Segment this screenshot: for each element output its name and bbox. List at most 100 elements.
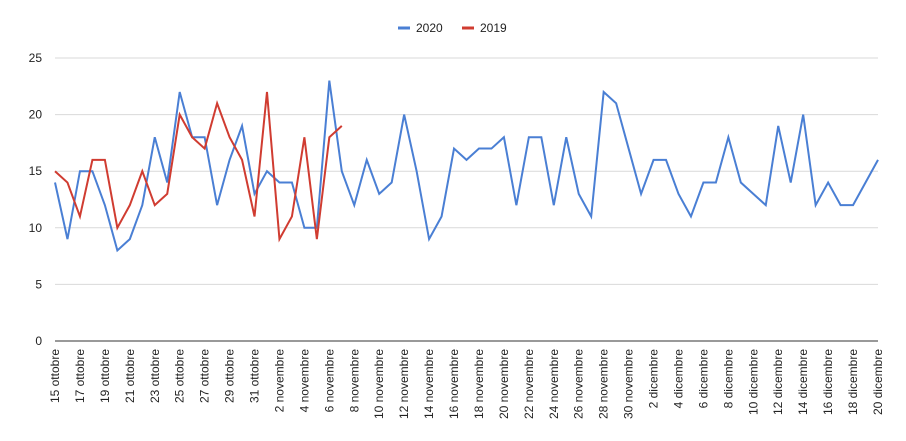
data-point[interactable] (577, 192, 581, 196)
data-point[interactable] (801, 113, 805, 117)
data-point[interactable] (78, 169, 82, 173)
data-point[interactable] (290, 181, 294, 185)
data-point[interactable] (215, 203, 219, 207)
data-point[interactable] (776, 124, 780, 128)
data-point[interactable] (315, 237, 319, 241)
data-point[interactable] (377, 192, 381, 196)
data-point[interactable] (602, 90, 606, 94)
data-point[interactable] (864, 181, 868, 185)
data-point[interactable] (751, 192, 755, 196)
data-point[interactable] (253, 214, 257, 218)
y-tick-label: 25 (29, 51, 43, 65)
data-point[interactable] (502, 135, 506, 139)
data-point[interactable] (290, 214, 294, 218)
data-point[interactable] (627, 147, 631, 151)
data-point[interactable] (664, 158, 668, 162)
data-point[interactable] (327, 79, 331, 83)
data-point[interactable] (228, 158, 232, 162)
data-point[interactable] (178, 113, 182, 117)
data-point[interactable] (876, 158, 880, 162)
data-point[interactable] (689, 214, 693, 218)
data-point[interactable] (302, 226, 306, 230)
x-axis: 15 ottobre 17 ottobre 19 ottobre 21 ottobre… (48, 349, 885, 419)
data-point[interactable] (128, 203, 132, 207)
data-point[interactable] (539, 135, 543, 139)
x-tick-label: 25 ottobre (173, 349, 187, 403)
data-point[interactable] (65, 237, 69, 241)
data-point[interactable] (115, 248, 119, 252)
data-point[interactable] (589, 214, 593, 218)
data-point[interactable] (676, 192, 680, 196)
data-point[interactable] (90, 158, 94, 162)
data-point[interactable] (302, 135, 306, 139)
x-tick-label: 19 ottobre (98, 349, 112, 403)
data-point[interactable] (564, 135, 568, 139)
data-point[interactable] (103, 203, 107, 207)
data-point[interactable] (178, 90, 182, 94)
data-point[interactable] (390, 181, 394, 185)
x-tick-label: 8 novembre (347, 349, 361, 413)
data-point[interactable] (327, 135, 331, 139)
data-point[interactable] (465, 158, 469, 162)
data-point[interactable] (477, 147, 481, 151)
data-point[interactable] (814, 203, 818, 207)
data-point[interactable] (701, 181, 705, 185)
data-point[interactable] (128, 237, 132, 241)
data-point[interactable] (265, 90, 269, 94)
data-point[interactable] (140, 203, 144, 207)
data-point[interactable] (714, 181, 718, 185)
data-point[interactable] (427, 237, 431, 241)
data-point[interactable] (78, 214, 82, 218)
data-point[interactable] (639, 192, 643, 196)
data-point[interactable] (203, 135, 207, 139)
data-point[interactable] (527, 135, 531, 139)
data-point[interactable] (614, 101, 618, 105)
data-point[interactable] (190, 135, 194, 139)
legend-label: 2019 (480, 21, 507, 35)
data-point[interactable] (340, 124, 344, 128)
data-point[interactable] (415, 169, 419, 173)
data-point[interactable] (53, 181, 57, 185)
data-point[interactable] (365, 158, 369, 162)
data-point[interactable] (402, 113, 406, 117)
data-point[interactable] (489, 147, 493, 151)
data-point[interactable] (352, 203, 356, 207)
series-2020 (53, 79, 880, 253)
data-point[interactable] (652, 158, 656, 162)
data-point[interactable] (764, 203, 768, 207)
data-point[interactable] (739, 181, 743, 185)
data-point[interactable] (103, 158, 107, 162)
data-point[interactable] (153, 135, 157, 139)
data-point[interactable] (851, 203, 855, 207)
data-point[interactable] (215, 101, 219, 105)
data-point[interactable] (789, 181, 793, 185)
data-point[interactable] (153, 203, 157, 207)
data-point[interactable] (440, 214, 444, 218)
data-point[interactable] (140, 169, 144, 173)
data-point[interactable] (552, 203, 556, 207)
legend-item[interactable]: 2020 (398, 21, 443, 35)
data-point[interactable] (228, 135, 232, 139)
data-point[interactable] (340, 169, 344, 173)
data-point[interactable] (240, 158, 244, 162)
data-point[interactable] (165, 192, 169, 196)
x-tick-label: 14 dicembre (796, 349, 810, 415)
data-point[interactable] (53, 169, 57, 173)
data-point[interactable] (514, 203, 518, 207)
data-point[interactable] (452, 147, 456, 151)
x-tick-label: 10 novembre (372, 349, 386, 419)
data-point[interactable] (240, 124, 244, 128)
x-tick-label: 10 dicembre (746, 349, 760, 415)
data-point[interactable] (265, 169, 269, 173)
data-point[interactable] (115, 226, 119, 230)
data-point[interactable] (203, 147, 207, 151)
data-point[interactable] (826, 181, 830, 185)
data-point[interactable] (839, 203, 843, 207)
data-point[interactable] (277, 181, 281, 185)
data-point[interactable] (277, 237, 281, 241)
legend-item[interactable]: 2019 (462, 21, 507, 35)
data-point[interactable] (726, 135, 730, 139)
gridlines (55, 57, 878, 342)
data-point[interactable] (65, 181, 69, 185)
